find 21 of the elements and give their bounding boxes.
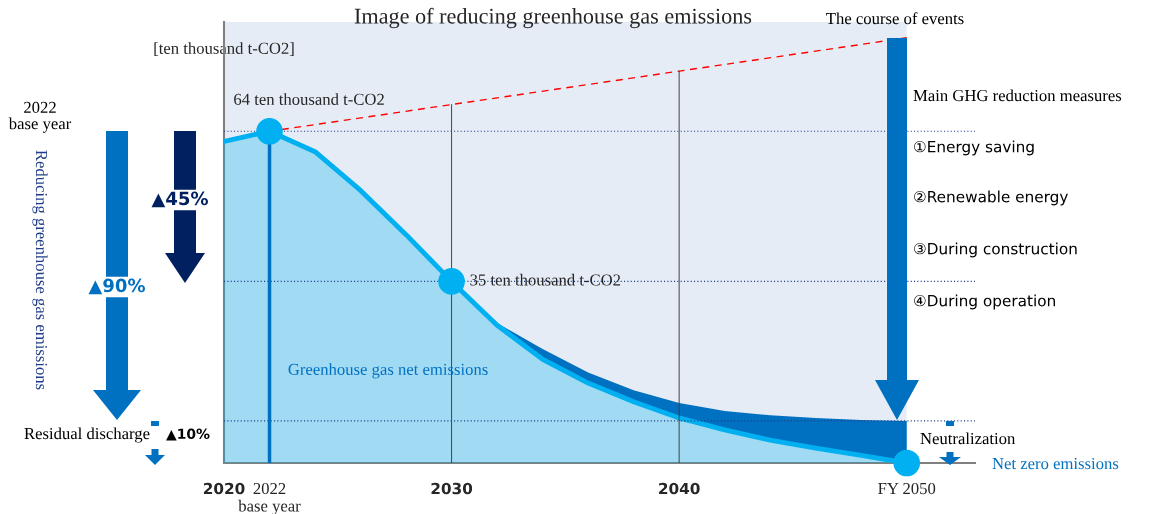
text: The course of events [826, 12, 964, 25]
annotation: Main GHG reduction measures [913, 89, 1122, 102]
x-tick-label: FY 2050 [878, 482, 936, 495]
text: Reducing greenhouse gas emissions [32, 150, 48, 390]
annotation: ②Renewable energy [914, 190, 1068, 206]
text: Net zero emissions [992, 457, 1119, 470]
annotation: 64 ten thousand t-CO2 [234, 93, 384, 105]
text: 2022 base year [8, 101, 72, 133]
text: ▲45% [151, 191, 208, 208]
annotation: ①Energy saving [914, 140, 1034, 156]
annotation: ③During construction [914, 242, 1077, 258]
annotation: ④During operation [914, 294, 1055, 310]
x-tick-label: 2030 [431, 482, 473, 495]
text: ▲90% [88, 278, 145, 295]
annotation: Neutralization [920, 432, 1016, 445]
text: ▲10% [166, 428, 210, 441]
x-tick-label: 2040 [659, 482, 700, 495]
x-tick-label: 2020 [203, 482, 245, 495]
text: Residual discharge [24, 427, 150, 443]
chart-title: Image of reducing greenhouse gas emissions [354, 7, 752, 29]
annotation: 35 ten thousand t-CO2 [470, 273, 621, 286]
